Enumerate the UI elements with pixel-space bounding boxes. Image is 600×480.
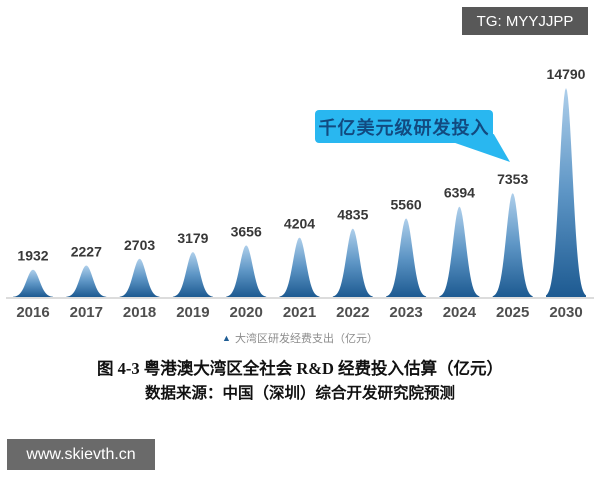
year-label-2030: 2030 (549, 304, 582, 321)
peak-2019 (172, 252, 213, 297)
legend-triangle-icon: ▲ (222, 333, 231, 343)
value-label-2022: 4835 (337, 207, 368, 223)
year-label-2018: 2018 (123, 304, 156, 321)
peak-2023 (386, 218, 427, 297)
year-label-2021: 2021 (283, 304, 316, 321)
peak-2022 (332, 228, 373, 297)
year-label-2024: 2024 (443, 304, 477, 321)
peak-2025 (492, 193, 533, 297)
year-label-2022: 2022 (336, 304, 369, 321)
value-label-2017: 2227 (71, 244, 102, 260)
site-watermark-badge: www.skievth.cn (7, 439, 155, 470)
value-label-2018: 2703 (124, 237, 155, 253)
year-label-2023: 2023 (389, 304, 422, 321)
value-label-2023: 5560 (391, 196, 422, 212)
telegram-watermark-badge: TG: MYYJJPP (462, 7, 588, 35)
caption-title: 图 4-3 粤港澳大湾区全社会 R&D 经费投入估算（亿元） (96, 359, 504, 378)
value-label-2016: 1932 (17, 248, 48, 264)
value-label-2021: 4204 (284, 216, 315, 232)
value-label-2030: 14790 (547, 66, 586, 82)
year-label-2017: 2017 (70, 304, 103, 321)
year-label-2016: 2016 (16, 304, 49, 321)
chart-svg: 1932 2227 2703 3179 3656 4204 4835 5560 6394 7353… (6, 66, 594, 321)
peak-2021 (279, 237, 320, 297)
peak-2024 (439, 206, 480, 297)
peak-2018 (119, 258, 160, 297)
year-label-2025: 2025 (496, 304, 529, 321)
legend-label: 大湾区研发经费支出（亿元） (234, 333, 378, 345)
chart-legend: ▲ 大湾区研发经费支出（亿元） (0, 331, 600, 347)
peak-2030 (546, 88, 586, 297)
value-label-2025: 7353 (497, 171, 528, 187)
peak-2020 (226, 245, 267, 297)
peak-2017 (66, 265, 107, 297)
value-label-2020: 3656 (231, 223, 262, 239)
value-label-2024: 6394 (444, 185, 475, 201)
callout-bubble: 千亿美元级研发投入 (315, 110, 493, 143)
value-label-2019: 3179 (177, 230, 208, 246)
chart-area: 1932 2227 2703 3179 3656 4204 4835 5560 6394 7353… (0, 55, 600, 333)
caption-source: 数据来源：中国（深圳）综合开发研究院预测 (144, 385, 455, 402)
year-label-2019: 2019 (176, 304, 209, 321)
year-label-2020: 2020 (230, 304, 263, 321)
peak-2016 (13, 269, 53, 297)
figure-caption: 图 4-3 粤港澳大湾区全社会 R&D 经费投入估算（亿元） 数据来源：中国（深… (0, 356, 600, 406)
